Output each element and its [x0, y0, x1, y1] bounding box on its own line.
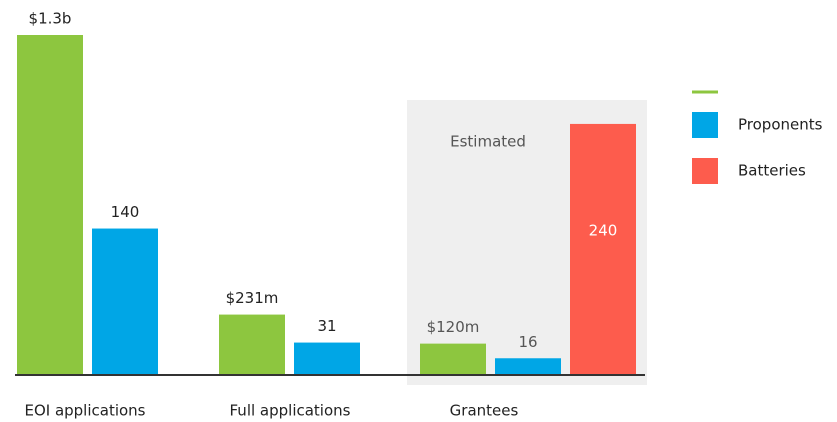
legend-label: Proponents	[738, 116, 823, 134]
data-label: $231m	[226, 289, 279, 307]
data-label: 31	[317, 317, 336, 335]
bar	[219, 314, 285, 375]
annotation: Estimated	[450, 133, 526, 151]
bar	[17, 35, 83, 375]
legend-label: Batteries	[738, 162, 806, 180]
bar	[294, 342, 360, 375]
legend-marker	[692, 112, 718, 138]
data-label: $120m	[427, 318, 480, 336]
data-label: 140	[111, 203, 140, 221]
x-tick-label: EOI applications	[24, 402, 145, 420]
data-label: $1.3b	[29, 10, 72, 28]
x-tick-label: Full applications	[230, 402, 351, 420]
bar	[420, 343, 486, 375]
x-tick-label: Grantees	[450, 402, 519, 420]
bar	[92, 228, 158, 375]
data-label: 16	[518, 333, 537, 351]
legend-marker	[692, 158, 718, 184]
bar	[570, 123, 636, 375]
bar	[495, 358, 561, 375]
data-label: 240	[589, 221, 618, 239]
